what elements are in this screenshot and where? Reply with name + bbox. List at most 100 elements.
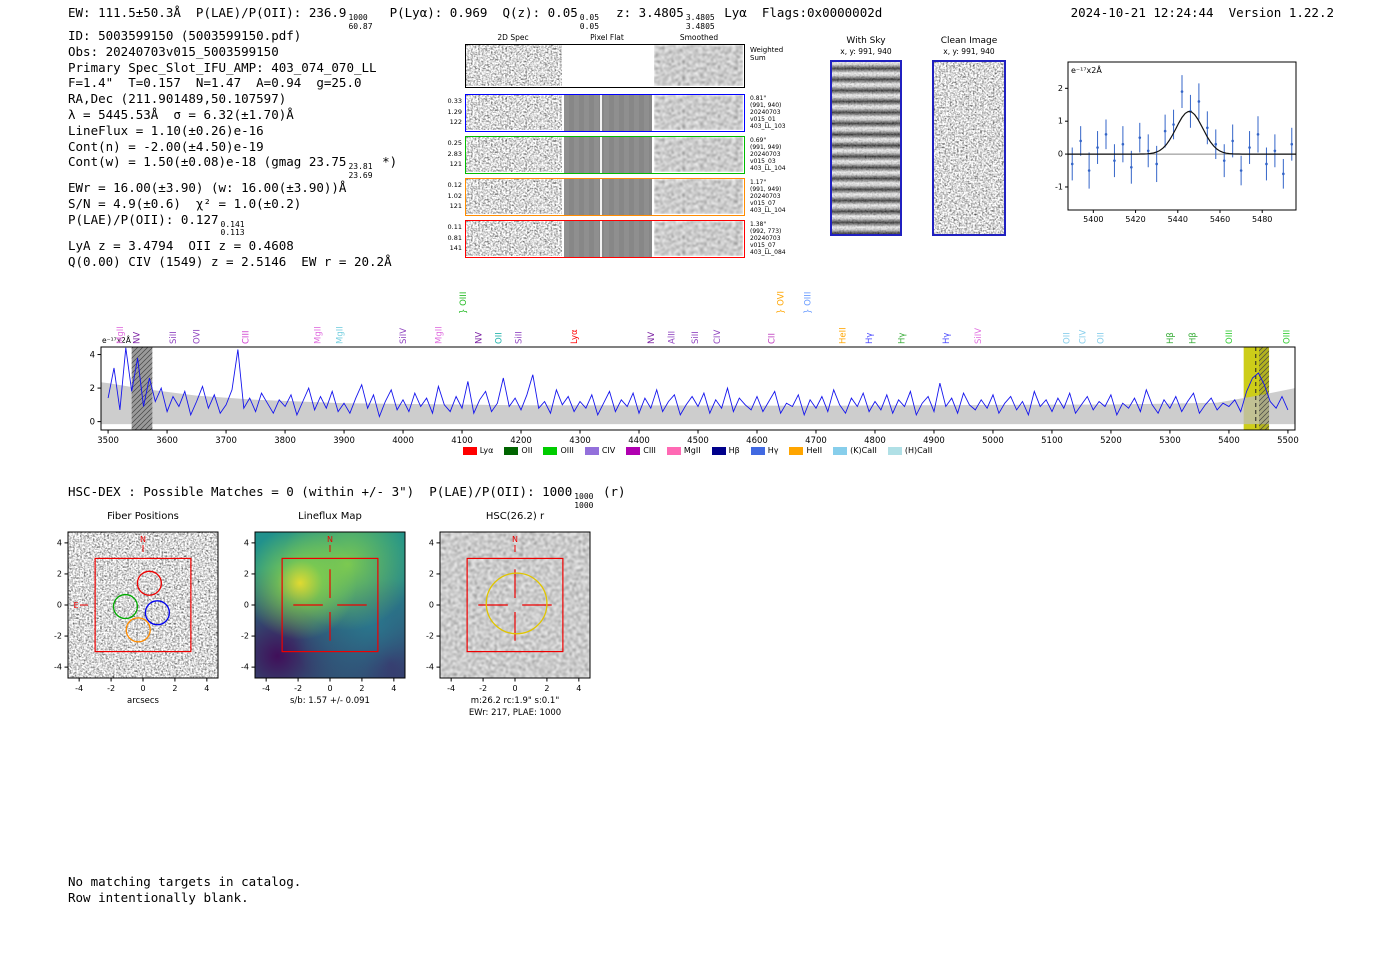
x-tick-label: 5480 [1252, 215, 1272, 224]
x-tick-label: 4700 [805, 436, 827, 446]
data-point [1180, 90, 1184, 93]
detection-info-block: ID: 5003599150 (5003599150.pdf) Obs: 2024… [68, 28, 397, 270]
legend-swatch [626, 446, 641, 455]
emission-line-label: OVI [193, 329, 203, 344]
stacked-value: 1000 60.87 [348, 13, 373, 31]
emission-line-label: } OIII [459, 292, 469, 314]
y-tick-label: 0 [90, 418, 95, 428]
x-tick-label: 0 [327, 684, 332, 693]
legend-label: CIV [601, 446, 616, 455]
spec2d-cutout [466, 221, 562, 256]
fiber-annotation: 1.38" (992, 773) 20240703 v015_07 403_LL_084 [750, 221, 786, 256]
info-line: LyA z = 3.4794 OII z = 0.4608 [68, 237, 294, 253]
clean-image-coords: x, y: 991, 940 [943, 47, 995, 56]
x-tick-label: 5440 [1168, 215, 1188, 224]
pixel-flat-cutout [564, 137, 652, 173]
stacked-value: 3.4805 3.4805 [685, 13, 715, 31]
legend-label: OIII [560, 446, 574, 455]
lineflux-map-overlay: -4 -4 -2 -2 0 0 2 2 4 4 N [241, 531, 406, 693]
emission-line-label: HeII [839, 327, 849, 344]
legend-swatch [711, 446, 726, 455]
fiber-weights: 0.11 0.81 141 [447, 223, 462, 252]
fiber-annotation: 0.81" (991, 940) 20240703 v015_01 403_LL_103 [750, 95, 786, 130]
fiber-cutout-row: 0.33 1.29 122 0.81" (991, 940) 20240703 v015_0… [448, 94, 786, 132]
fiber-weights: 0.33 1.29 122 [447, 97, 462, 126]
data-point [1265, 162, 1268, 166]
data-point [1206, 126, 1209, 130]
with-sky-panel: With Sky x, y: 991, 940 [828, 36, 904, 236]
x-tick-label: -2 [294, 684, 302, 693]
emission-line-label: } OIII [804, 292, 814, 314]
fiber-circle [144, 600, 170, 626]
x-tick-label: 5400 [1218, 436, 1240, 446]
legend-item: CIII [626, 446, 656, 455]
spec2d-weighted-cutout [466, 45, 562, 86]
lineflux-map-title: Lineflux Map [298, 511, 362, 522]
emission-line-label: Hγ [942, 333, 952, 344]
data-point [1070, 162, 1074, 166]
x-tick-label: 3800 [274, 436, 296, 446]
data-point [1256, 133, 1260, 136]
data-point [1239, 169, 1243, 172]
compass-north-label: N [327, 535, 333, 544]
pixel-flat-cutout [564, 221, 652, 257]
data-point [1121, 142, 1125, 146]
data-point [1138, 136, 1142, 139]
catalog-note: No matching targets in catalog. Row inten… [68, 874, 301, 905]
info-line: Q(0.00) CIV (1549) z = 2.5146 EW r = 20.… [68, 253, 392, 269]
y-tick-label: -4 [54, 663, 62, 672]
clean-noise-image [934, 62, 1004, 234]
gaussian-fit-curve [1068, 110, 1296, 155]
emission-line-legend: Lyα OII OIII CIV CIII MgII Hβ Hγ HeII (K)CaII (H)C… [100, 446, 1295, 455]
info-line: LineFlux = 1.10(±0.26)e-16 [68, 122, 264, 138]
info-line: Primary Spec_Slot_IFU_AMP: 403_074_070_L… [68, 59, 377, 75]
data-point [1214, 142, 1218, 146]
with-sky-title: With Sky [846, 36, 886, 46]
emission-line-label: CII [768, 333, 778, 344]
legend-swatch [789, 446, 804, 455]
data-point [1248, 146, 1251, 149]
data-point [1231, 139, 1234, 143]
x-tick-label: -4 [75, 684, 83, 693]
compass-east-label: E [73, 601, 78, 610]
legend-item: (K)CaII [833, 446, 877, 455]
fiber-positions-panel: Fiber Positions -4 -4 -2 -2 0 0 2 2 4 4 N E arcsecs [30, 510, 240, 738]
compass-north-label: N [512, 535, 518, 544]
info-line: Cont(w) = 1.50(±0.08)e-18 (gmag 23.75 23.… [68, 154, 398, 180]
x-tick-label: 5400 [1083, 215, 1103, 224]
smoothed-cutout [654, 95, 743, 130]
x-tick-label: -2 [107, 684, 115, 693]
compass-north-label: N [140, 535, 146, 544]
emission-line-label: Hγ [865, 333, 875, 344]
info-line: P(LAE)/P(OII): 0.127 0.141 0.113 [68, 211, 245, 238]
emission-line-label: MgII [434, 326, 444, 344]
legend-label: OII [521, 446, 533, 455]
y-tick-label: 4 [90, 351, 95, 361]
info-line: S/N = 4.9(±0.6) χ² = 1.0(±0.2) [68, 196, 302, 212]
x-tick-label: 4 [391, 684, 396, 693]
spec2d-cutout-section: 2D Spec Pixel Flat Smoothed Weighted Sum… [448, 30, 810, 270]
x-tick-label: -4 [262, 684, 270, 693]
stacked-value: 0.05 0.05 [579, 13, 600, 31]
col-title-2d-spec: 2D Spec [497, 33, 529, 42]
inset-frame [1067, 61, 1297, 211]
x-tick-label: -2 [479, 684, 487, 693]
legend-item: Hβ [711, 446, 740, 455]
emission-line-label: Hγ [898, 333, 908, 344]
x-tick-label: 4100 [451, 436, 473, 446]
lineflux-map-panel: Lineflux Map -4 -4 -2 -2 0 0 2 2 4 4 N s/b: 1.57 +… [217, 510, 427, 738]
legend-swatch [750, 446, 765, 455]
x-tick-label: 5420 [1125, 215, 1145, 224]
x-tick-label: 0 [512, 684, 517, 693]
x-tick-label: 5500 [1277, 436, 1299, 446]
data-point [1079, 139, 1082, 143]
pixel-flat-cutout [564, 95, 652, 131]
col-title-pixel-flat: Pixel Flat [590, 33, 624, 42]
y-tick-label: 0 [57, 601, 62, 610]
stacked-value: 1000 1000 [574, 492, 594, 510]
y-tick-label: 2 [90, 384, 95, 394]
emission-line-label: Hβ [1166, 332, 1176, 344]
x-tick-label: 4 [204, 684, 209, 693]
emission-line-label: CIV [1079, 330, 1089, 344]
